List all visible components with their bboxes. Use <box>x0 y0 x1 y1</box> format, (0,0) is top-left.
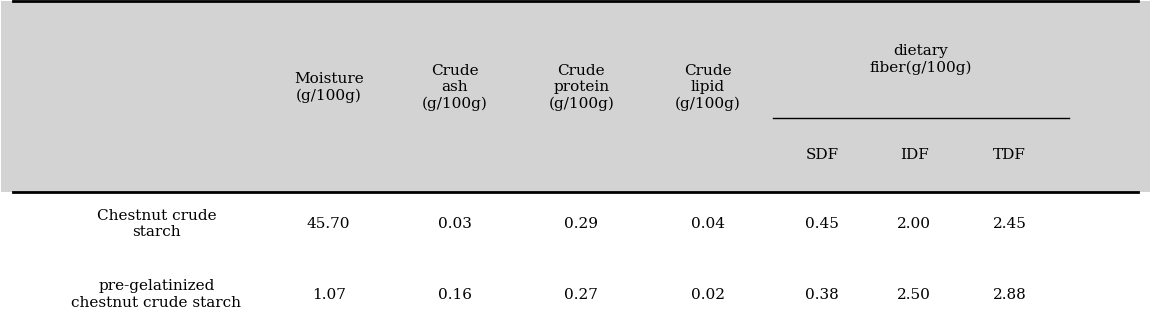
Text: 0.02: 0.02 <box>691 288 724 301</box>
Text: 2.00: 2.00 <box>898 217 931 231</box>
Text: Moisture
(g/100g): Moisture (g/100g) <box>294 72 364 103</box>
Text: Crude
protein
(g/100g): Crude protein (g/100g) <box>548 64 615 111</box>
Text: 2.88: 2.88 <box>992 288 1027 301</box>
Text: 0.03: 0.03 <box>439 217 472 231</box>
Text: Crude
ash
(g/100g): Crude ash (g/100g) <box>422 64 488 111</box>
Text: SDF: SDF <box>806 148 839 162</box>
Text: 1.07: 1.07 <box>312 288 345 301</box>
Text: Chestnut crude
starch: Chestnut crude starch <box>97 209 216 239</box>
Text: 0.27: 0.27 <box>564 288 599 301</box>
Text: 0.38: 0.38 <box>806 288 839 301</box>
Text: Crude
lipid
(g/100g): Crude lipid (g/100g) <box>674 64 740 111</box>
Text: 0.45: 0.45 <box>806 217 839 231</box>
FancyBboxPatch shape <box>1 1 1150 192</box>
Text: 0.16: 0.16 <box>437 288 472 301</box>
Text: pre-gelatinized
chestnut crude starch: pre-gelatinized chestnut crude starch <box>71 279 242 310</box>
Text: 0.29: 0.29 <box>564 217 599 231</box>
Text: 45.70: 45.70 <box>307 217 350 231</box>
Text: TDF: TDF <box>993 148 1026 162</box>
Text: 2.50: 2.50 <box>898 288 931 301</box>
Text: 0.04: 0.04 <box>691 217 724 231</box>
Text: 2.45: 2.45 <box>992 217 1027 231</box>
Text: IDF: IDF <box>900 148 929 162</box>
Text: dietary
fiber(g/100g): dietary fiber(g/100g) <box>870 44 973 75</box>
